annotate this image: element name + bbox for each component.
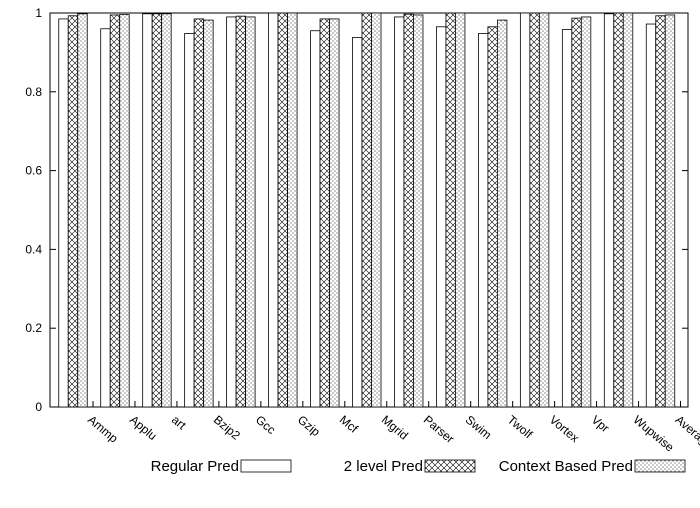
y-tick-label: 0 [35, 400, 42, 414]
x-tick-label-wupwise: Wupwise [631, 413, 677, 455]
x-tick-label-swim: Swim [463, 413, 494, 443]
x-tick-label-twolf: Twolf [505, 413, 536, 442]
bar-applu-context-based-pred [119, 14, 130, 408]
legend-label-2-level-pred: 2 level Pred [344, 458, 423, 475]
bars-group [58, 12, 676, 408]
bar-mcf-context-based-pred [329, 18, 340, 408]
bar-vortex-2-level-pred [529, 12, 540, 408]
bar-vpr-context-based-pred [580, 16, 592, 408]
legend-label-context-based-pred: Context Based Pred [499, 458, 633, 475]
legend-swatch-2-level-pred [424, 459, 476, 473]
bar-wupwise-2-level-pred [613, 12, 624, 408]
x-tick-label-gzip: Gzip [295, 413, 323, 440]
bar-parser-regular-pred [394, 16, 405, 408]
bar-art-2-level-pred [151, 13, 163, 408]
y-tick-label: 1 [35, 6, 42, 20]
x-tick-label-mcf: Mcf [337, 413, 361, 437]
bar-mgrid-2-level-pred [361, 12, 372, 408]
x-tick-label-average: Average [673, 413, 700, 453]
bar-ammp-regular-pred [58, 18, 69, 408]
legend-swatch-regular-pred [240, 459, 292, 473]
bar-twolf-context-based-pred [496, 19, 508, 408]
bar-art-regular-pred [142, 13, 153, 408]
bar-gcc-2-level-pred [235, 15, 247, 408]
bar-average-context-based-pred [664, 14, 676, 408]
y-tick-label: 0.4 [25, 242, 42, 256]
bar-wupwise-regular-pred [603, 13, 615, 408]
bar-applu-2-level-pred [109, 14, 121, 408]
legend-label-regular-pred: Regular Pred [151, 458, 239, 475]
bar-swim-2-level-pred [445, 12, 456, 408]
x-tick-label-vortex: Vortex [547, 413, 582, 446]
y-tick-label: 0.6 [25, 164, 42, 178]
bar-gzip-regular-pred [268, 12, 279, 408]
bar-average-regular-pred [645, 23, 657, 408]
bar-gcc-context-based-pred [245, 16, 256, 408]
bar-parser-2-level-pred [403, 13, 414, 408]
x-tick-label-art: art [169, 413, 189, 433]
bar-vpr-regular-pred [561, 29, 573, 408]
bar-mcf-regular-pred [310, 30, 321, 408]
bar-wupwise-context-based-pred [622, 12, 634, 408]
bar-bzip2-2-level-pred [193, 18, 205, 408]
x-tick-label-parser: Parser [421, 413, 457, 446]
bar-mgrid-context-based-pred [371, 12, 382, 408]
bar-swim-context-based-pred [455, 12, 466, 408]
bar-vortex-context-based-pred [538, 12, 550, 408]
legend: Regular Pred 2 level Pred Context Based Pr… [151, 458, 686, 475]
bar-mgrid-regular-pred [352, 37, 363, 408]
x-tick-label-mgrid: Mgrid [379, 413, 411, 443]
bar-art-context-based-pred [161, 13, 172, 408]
bar-mcf-2-level-pred [319, 18, 330, 408]
bar-swim-regular-pred [436, 26, 447, 408]
x-tick-label-gcc: Gcc [253, 413, 278, 437]
bar-bzip2-context-based-pred [203, 19, 214, 408]
bar-vortex-regular-pred [519, 12, 531, 408]
bar-parser-context-based-pred [413, 14, 424, 408]
bar-gzip-2-level-pred [277, 12, 288, 408]
y-axis: 0 0.2 0.4 0.6 0.8 1 [25, 6, 688, 414]
bar-gzip-context-based-pred [287, 12, 298, 408]
x-tick-label-bzip2: Bzip2 [211, 413, 243, 443]
bar-bzip2-regular-pred [184, 33, 195, 408]
legend-swatch-context-based-pred [634, 459, 686, 473]
bar-average-2-level-pred [655, 15, 666, 408]
bar-ammp-context-based-pred [77, 13, 88, 408]
y-tick-label: 0.2 [25, 321, 42, 335]
x-axis: Ammp Applu art Bzip2 Gcc Gzip Mcf Mgrid Parser Sw… [85, 401, 700, 455]
x-tick-label-ammp: Ammp [85, 413, 121, 446]
bar-gcc-regular-pred [226, 16, 237, 408]
bar-applu-regular-pred [100, 28, 111, 408]
bar-ammp-2-level-pred [67, 15, 79, 408]
x-tick-label-vpr: Vpr [589, 413, 612, 436]
bar-vpr-2-level-pred [571, 17, 582, 408]
x-tick-label-applu: Applu [127, 413, 160, 443]
bar-twolf-2-level-pred [487, 26, 498, 408]
y-tick-label: 0.8 [25, 85, 42, 99]
bar-twolf-regular-pred [477, 33, 489, 408]
